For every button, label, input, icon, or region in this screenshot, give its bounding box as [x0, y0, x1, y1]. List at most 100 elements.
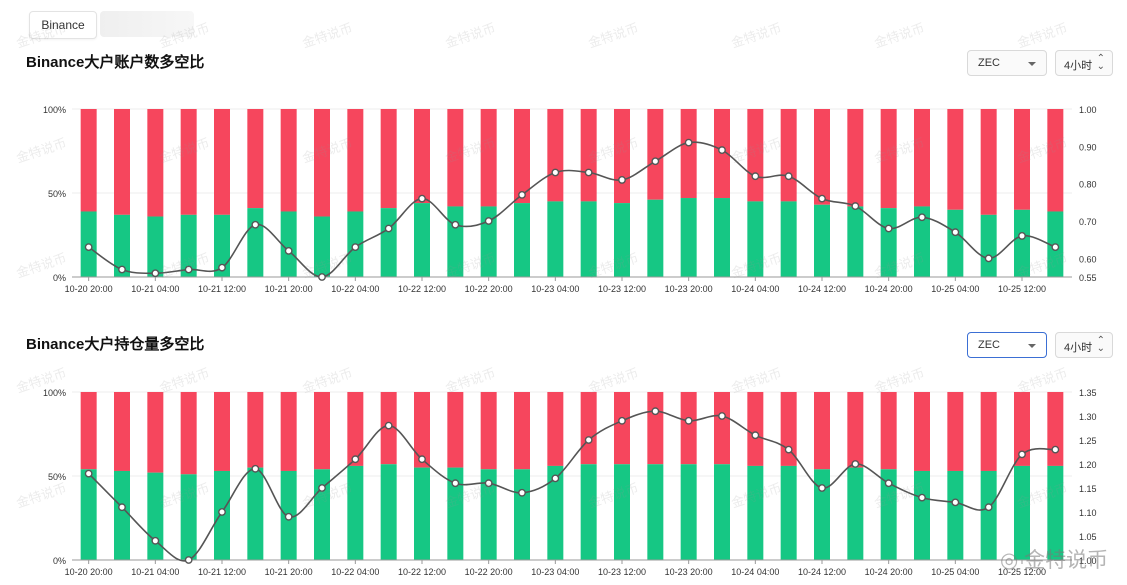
ratio-point: [951, 228, 960, 237]
x-tick-label: 10-23 12:00: [598, 567, 646, 577]
short-bar: [1014, 109, 1030, 210]
coin-select-accounts[interactable]: ZEC: [967, 50, 1047, 76]
ratio-point: [84, 469, 93, 478]
long-bar: [80, 469, 97, 560]
long-bar: [980, 214, 997, 277]
long-bar: [380, 464, 397, 560]
long-bar: [780, 465, 797, 560]
ratio-point: [818, 484, 826, 492]
y-right-tick-label: 0.80: [1079, 180, 1097, 190]
x-tick-label: 10-20 20:00: [65, 567, 113, 577]
ratio-point: [818, 194, 826, 203]
x-tick-label: 10-25 12:00: [998, 284, 1046, 294]
ratio-point: [184, 265, 193, 274]
y-left-tick-label: 0%: [53, 556, 66, 566]
interval-select-value: 4小时: [1064, 342, 1093, 354]
long-bar: [680, 464, 697, 560]
long-bar: [380, 208, 397, 277]
y-right-tick-label: 1.00: [1079, 105, 1097, 115]
long-bar: [147, 216, 164, 277]
ratio-point: [118, 503, 126, 512]
ratio-point: [918, 493, 926, 502]
long-bar: [780, 201, 797, 277]
long-bar: [180, 214, 197, 277]
ratio-point: [84, 243, 93, 252]
short-bar: [414, 109, 430, 204]
ratio-point: [218, 263, 226, 272]
x-tick-label: 10-23 20:00: [665, 567, 713, 577]
long-bar: [714, 198, 730, 277]
x-tick-label: 10-22 04:00: [331, 567, 379, 577]
ratio-point: [718, 146, 726, 154]
y-right-tick-label: 0.70: [1079, 217, 1097, 227]
ratio-point: [384, 224, 393, 233]
short-bar: [980, 109, 997, 215]
long-bar: [880, 469, 897, 560]
watermark-text: 金特说币: [729, 20, 784, 51]
short-bar: [1014, 392, 1030, 466]
long-bar: [480, 469, 497, 560]
long-bar: [180, 474, 197, 560]
ratio-point: [484, 217, 493, 225]
long-bar: [947, 470, 964, 560]
long-bar: [914, 470, 930, 560]
accounts-ratio-chart: 100% 50% 0% 1.00 0.90 0.80 0.70 0.60 0.55 10-20 2…: [43, 105, 1097, 294]
short-bar: [580, 392, 597, 465]
y-right-tick-label: 0.90: [1079, 142, 1097, 152]
ratio-point: [518, 190, 526, 199]
updown-icon: ⌃ ⌄: [1096, 53, 1105, 72]
ratio-point: [651, 407, 660, 416]
x-tick-label: 10-24 12:00: [798, 284, 846, 294]
long-bar: [614, 203, 630, 277]
long-bar: [614, 464, 630, 560]
short-bar: [880, 392, 897, 470]
interval-select-positions[interactable]: 4小时 ⌃ ⌄: [1055, 332, 1113, 358]
short-bar: [247, 109, 264, 209]
x-tick-label: 10-23 20:00: [665, 284, 713, 294]
short-bar: [214, 392, 230, 471]
ratio-point: [551, 474, 560, 483]
x-tick-label: 10-25 04:00: [931, 567, 979, 577]
x-tick-label: 10-24 04:00: [731, 284, 779, 294]
short-bar: [547, 392, 564, 466]
long-bar: [114, 214, 130, 277]
y-right-tick-label: 1.05: [1079, 532, 1097, 542]
long-bar: [847, 206, 864, 277]
exchange-tab-binance[interactable]: Binance: [29, 11, 97, 39]
y-right-tick-label: 1.25: [1079, 436, 1097, 446]
long-bar: [647, 199, 664, 277]
ratio-point: [351, 243, 360, 252]
ratio-line: [88, 410, 1056, 562]
ratio-point: [851, 202, 860, 210]
ratio-point: [651, 157, 660, 166]
interval-select-accounts[interactable]: 4小时 ⌃ ⌄: [1055, 50, 1113, 76]
short-bar: [814, 109, 830, 205]
long-bar: [880, 208, 897, 277]
short-bar: [147, 109, 164, 217]
coin-select-positions[interactable]: ZEC: [967, 332, 1047, 358]
short-bar: [180, 109, 197, 215]
short-bar: [1047, 109, 1064, 212]
y-right-tick-label: 1.20: [1079, 460, 1097, 470]
interval-select-value: 4小时: [1064, 60, 1093, 72]
ratio-point: [684, 138, 693, 147]
short-bar: [480, 392, 497, 470]
short-bar: [114, 109, 130, 215]
ratio-point: [751, 172, 760, 181]
positions-ratio-chart: 100% 50% 0% 1.35 1.30 1.25 1.20 1.15 1.10 1.05 1.0…: [43, 388, 1097, 577]
x-tick-label: 10-22 20:00: [465, 567, 513, 577]
blurred-tab[interactable]: [100, 11, 194, 37]
y-right-tick-label: 0.55: [1079, 273, 1097, 283]
panel-title-accounts: Binance大户账户数多空比: [26, 54, 205, 71]
ratio-point: [751, 431, 760, 440]
ratio-point: [451, 220, 460, 229]
ratio-point: [251, 464, 260, 473]
long-bar: [914, 206, 930, 277]
short-bar: [447, 109, 464, 207]
ratio-point: [1018, 450, 1026, 459]
short-bar: [280, 109, 297, 212]
long-bar: [214, 214, 230, 277]
ratio-point: [784, 172, 793, 181]
watermark-text: 金特说币: [300, 20, 355, 51]
long-bar: [747, 465, 764, 560]
